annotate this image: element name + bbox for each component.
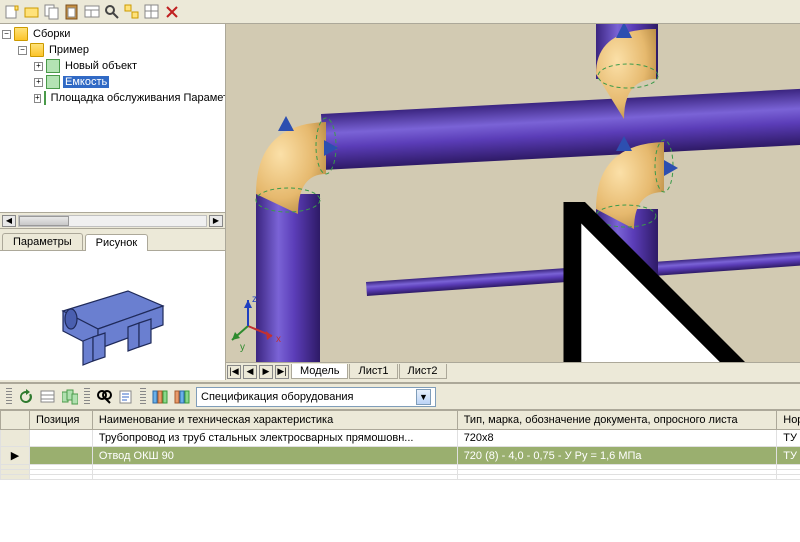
svg-text:x: x: [276, 334, 281, 345]
grip-icon[interactable]: [6, 388, 12, 406]
grid-corner: [1, 411, 30, 430]
spec-cols2-icon[interactable]: [174, 389, 190, 405]
assembly-tree[interactable]: − Сборки − Пример: [0, 24, 225, 212]
cell-norm[interactable]: ТУ 102-488-95: [777, 447, 800, 465]
svg-text:y: y: [240, 342, 245, 353]
view-tab-model[interactable]: Модель: [291, 364, 348, 379]
folder-icon: [14, 27, 28, 41]
tree-item-label[interactable]: Площадка обслуживания Параметри: [49, 92, 225, 104]
cell-name[interactable]: Отвод ОКШ 90: [92, 447, 457, 465]
spec-edit-icon[interactable]: [118, 389, 134, 405]
spec-multi-icon[interactable]: [62, 389, 78, 405]
tb-close-icon[interactable]: [164, 4, 180, 20]
top-toolbar: [0, 0, 800, 24]
col-pos[interactable]: Позиция: [29, 411, 92, 430]
spec-grid[interactable]: Позиция Наименование и техническая харак…: [0, 410, 800, 542]
preview-pane: [0, 250, 225, 380]
left-tabstrip: Параметры Рисунок: [0, 228, 225, 250]
cell-pos[interactable]: [29, 430, 92, 447]
tb-find-icon[interactable]: [104, 4, 120, 20]
tb-props-icon[interactable]: [84, 4, 100, 20]
part-icon: [44, 91, 46, 105]
tb-group-icon[interactable]: [124, 4, 140, 20]
cell-norm[interactable]: ТУ 14-3-1573-96: [777, 430, 800, 447]
table-row: [1, 475, 800, 480]
tree-item-label[interactable]: Новый объект: [63, 60, 139, 72]
spec-find-icon[interactable]: [96, 389, 112, 405]
spec-table-icon[interactable]: [40, 389, 56, 405]
view-tab-sheet2[interactable]: Лист2: [399, 364, 447, 379]
expander-icon[interactable]: +: [34, 94, 41, 103]
tb-new-icon[interactable]: [4, 4, 20, 20]
cell-type[interactable]: 720 (8) - 4,0 - 0,75 - У Ру = 1,6 МПа: [457, 447, 777, 465]
tab-params[interactable]: Параметры: [2, 233, 83, 250]
folder-icon: [30, 43, 44, 57]
tb-paste-icon[interactable]: [64, 4, 80, 20]
tab-picture[interactable]: Рисунок: [85, 234, 149, 251]
expander-icon[interactable]: +: [34, 78, 43, 87]
col-norm[interactable]: Нормативный документ: [777, 411, 800, 430]
tabnav-last[interactable]: ▶|: [275, 365, 289, 379]
tb-grid-icon[interactable]: [144, 4, 160, 20]
table-row[interactable]: Трубопровод из труб стальных электросвар…: [1, 430, 800, 447]
spec-refresh-icon[interactable]: [18, 389, 34, 405]
cell-type[interactable]: 720x8: [457, 430, 777, 447]
part-icon: [46, 59, 60, 73]
expander-icon[interactable]: −: [18, 46, 27, 55]
chevron-down-icon[interactable]: ▼: [416, 389, 431, 405]
svg-text:z: z: [252, 294, 257, 305]
col-type[interactable]: Тип, марка, обозначение документа, опрос…: [457, 411, 777, 430]
tabnav-next[interactable]: ▶: [259, 365, 273, 379]
left-panel: − Сборки − Пример: [0, 24, 226, 380]
preview-model-icon: [33, 261, 193, 371]
tree-scrollbar[interactable]: ◀ ▶: [0, 212, 225, 228]
tabnav-prev[interactable]: ◀: [243, 365, 257, 379]
spec-toolbar: Спецификация оборудования ▼: [0, 384, 800, 410]
spec-cols-icon[interactable]: [152, 389, 168, 405]
expander-icon[interactable]: −: [2, 30, 11, 39]
col-name[interactable]: Наименование и техническая характеристик…: [92, 411, 457, 430]
tb-folder-icon[interactable]: [24, 4, 40, 20]
part-icon: [46, 75, 60, 89]
3d-viewport[interactable]: x y z |◀ ◀ ▶ ▶| Модель Лист1 Лист2: [226, 24, 800, 380]
table-row[interactable]: ▶Отвод ОКШ 90720 (8) - 4,0 - 0,75 - У Ру…: [1, 447, 800, 465]
view-tab-sheet1[interactable]: Лист1: [349, 364, 397, 379]
grip-icon[interactable]: [84, 388, 90, 406]
tree-example-label[interactable]: Пример: [47, 44, 91, 56]
view-tabstrip: |◀ ◀ ▶ ▶| Модель Лист1 Лист2: [226, 362, 800, 380]
expander-icon[interactable]: +: [34, 62, 43, 71]
cell-pos[interactable]: [29, 447, 92, 465]
tb-copy-icon[interactable]: [44, 4, 60, 20]
main-area: − Сборки − Пример: [0, 24, 800, 380]
tree-item-label[interactable]: Емкость: [63, 76, 109, 88]
spec-type-combo[interactable]: Спецификация оборудования ▼: [196, 387, 436, 407]
cell-name[interactable]: Трубопровод из труб стальных электросвар…: [92, 430, 457, 447]
tree-root-label[interactable]: Сборки: [31, 28, 72, 40]
combo-label: Спецификация оборудования: [201, 391, 354, 403]
grip-icon[interactable]: [140, 388, 146, 406]
specification-panel: Спецификация оборудования ▼ Позиция Наим…: [0, 382, 800, 542]
tabnav-first[interactable]: |◀: [227, 365, 241, 379]
